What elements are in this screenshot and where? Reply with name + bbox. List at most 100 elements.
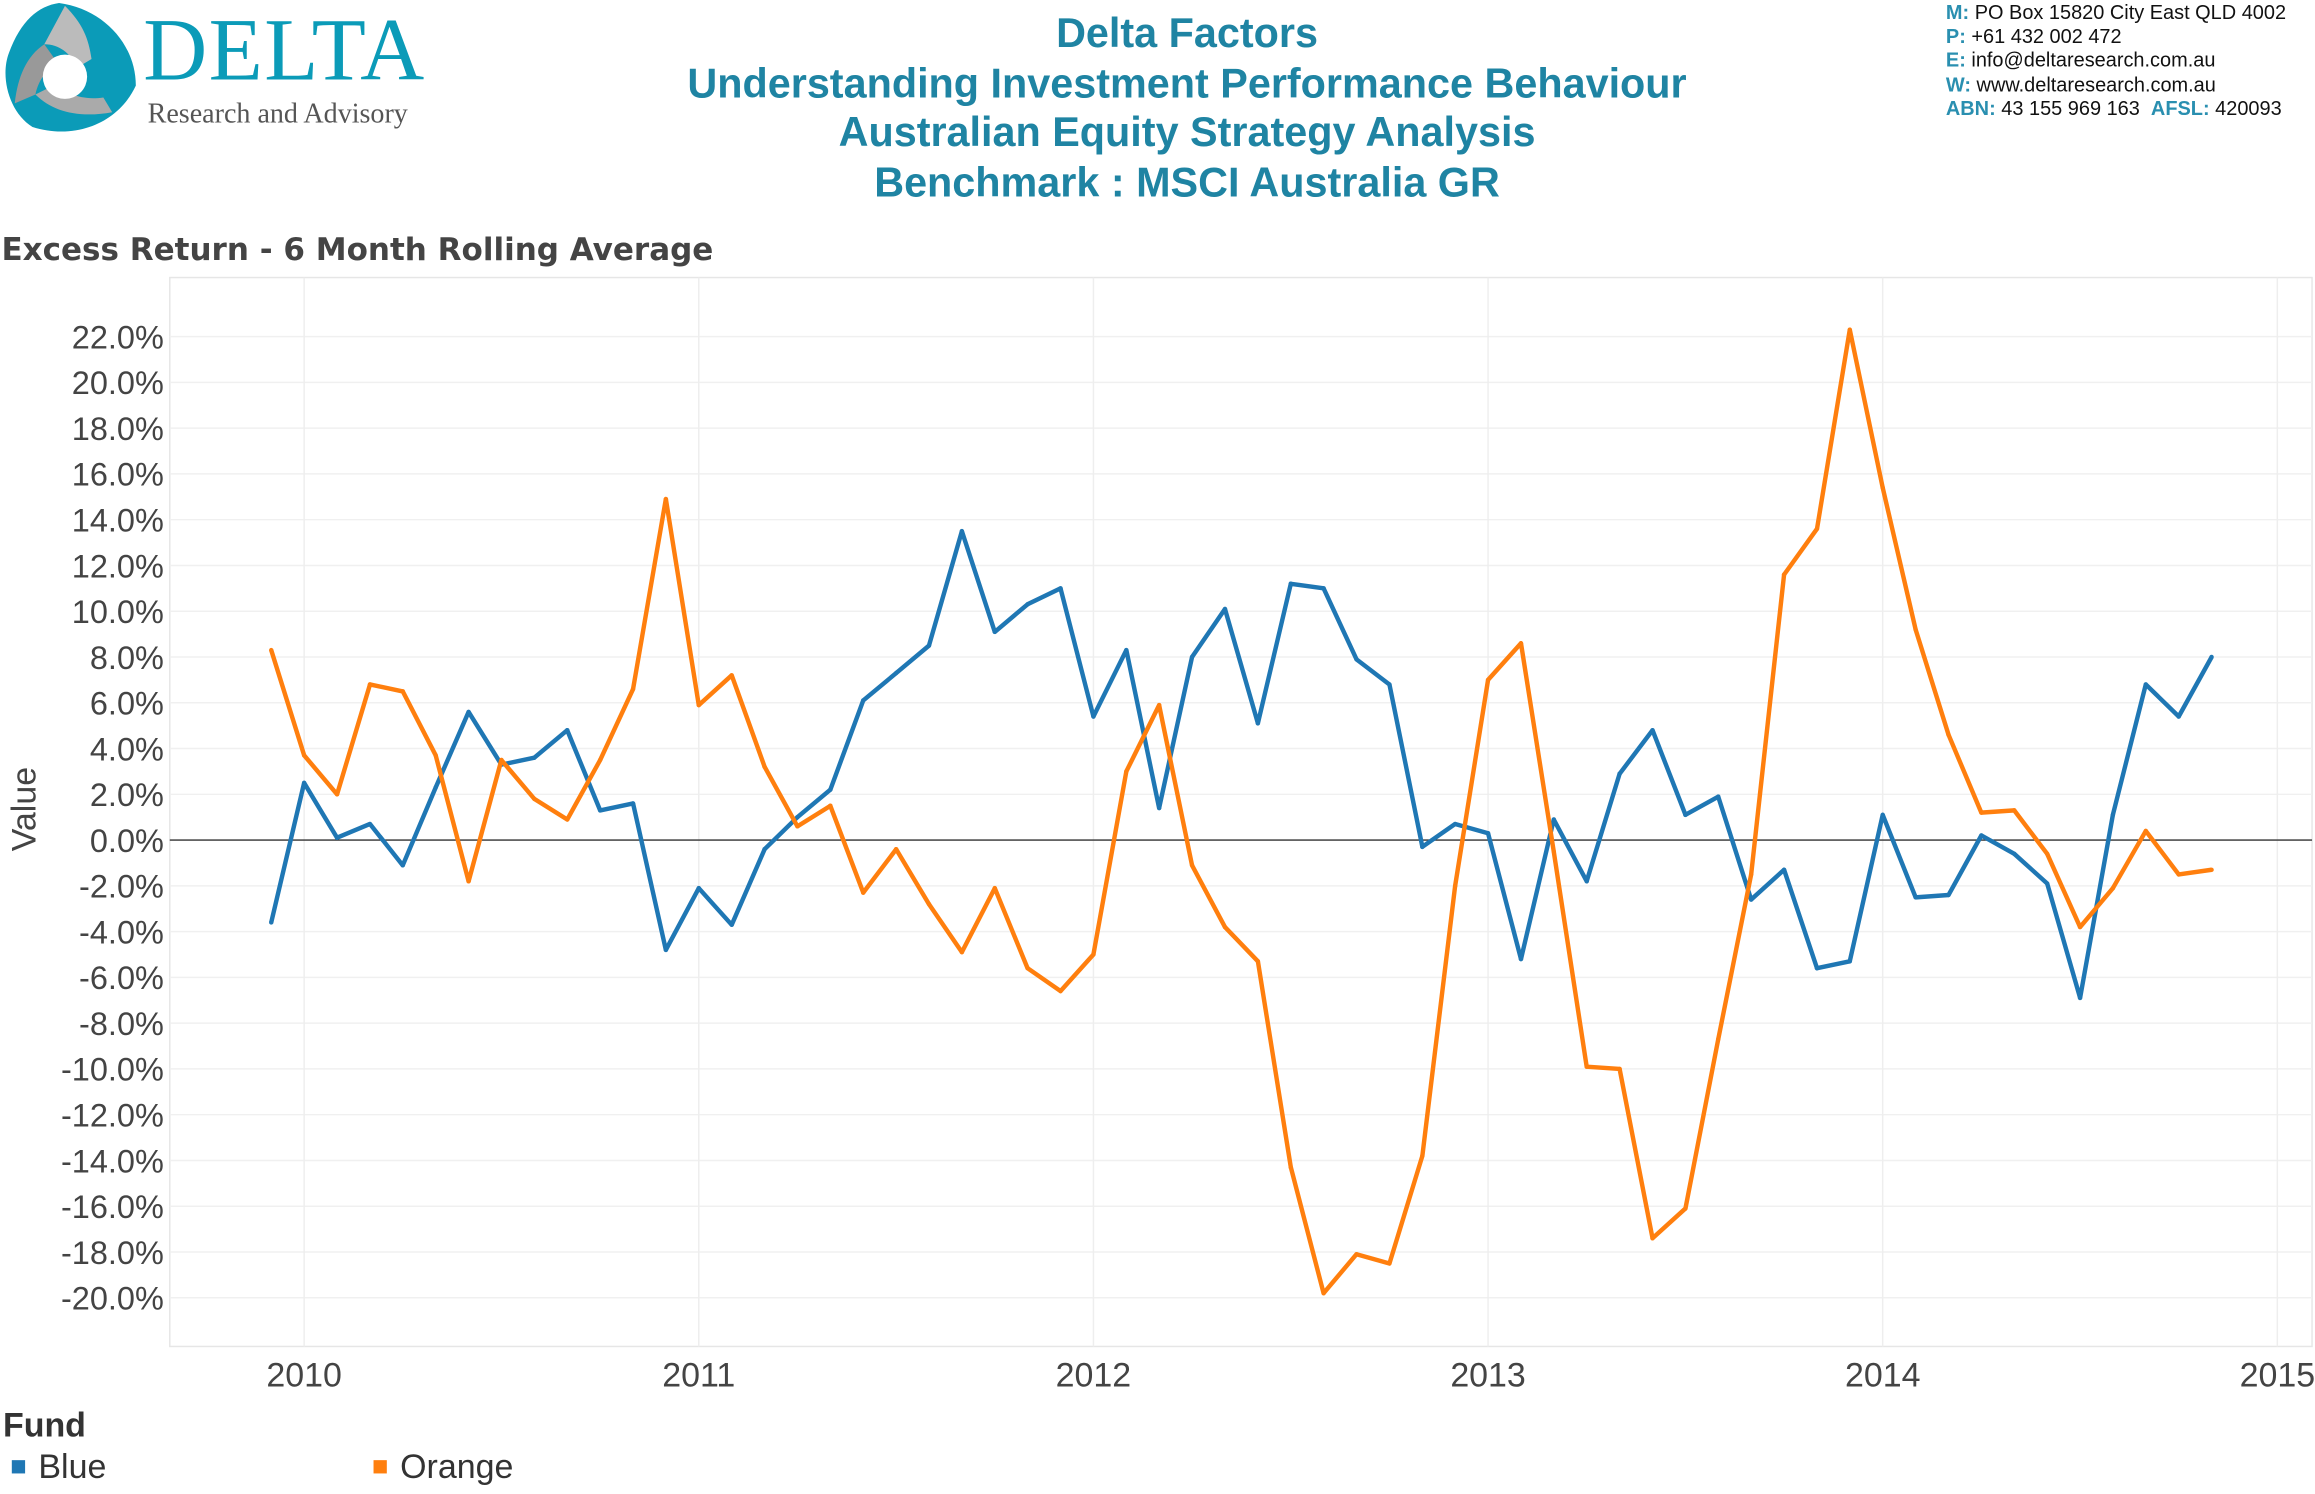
data-point-orange [1354,1252,1359,1257]
data-point-blue [1156,805,1162,811]
y-tick-label: 22.0% [72,319,164,355]
data-point-orange [663,496,669,502]
x-tick-label: 2015 [2240,1356,2315,1394]
data-point-blue [1748,897,1754,902]
data-point-orange [959,949,965,955]
data-point-orange [729,673,734,678]
chart-title: Excess Return - 6 Month Rolling Average [1,231,714,268]
data-point-blue [860,698,866,703]
data-point-blue [597,808,603,813]
y-tick-label: -10.0% [61,1052,164,1088]
data-point-blue [696,885,701,891]
phone-label: P: [1945,25,1966,48]
data-point-orange [762,764,767,770]
data-point-orange [1387,1261,1392,1266]
header-line-4: Benchmark : MSCI Australia GR [874,158,1500,205]
series-line-blue [269,528,2214,1001]
legend-item-orange[interactable]: Orange [373,1447,513,1485]
y-tick-label: -2.0% [79,869,164,905]
y-tick-label: -16.0% [61,1189,164,1225]
data-point-blue [1354,657,1359,662]
report-header: Delta Factors Understanding Investment P… [591,9,1784,207]
data-point-orange [1288,1165,1293,1170]
logo-wordmark: DELTA [143,1,426,99]
y-tick-label: -12.0% [61,1097,164,1133]
data-point-orange [2110,885,2116,891]
x-tick-label: 2012 [1056,1356,1132,1394]
data-point-orange [1781,572,1787,577]
data-point-blue [729,922,734,927]
data-point-blue [565,728,570,733]
data-point-orange [630,686,636,692]
data-point-blue [1847,959,1853,964]
data-point-blue [1222,606,1228,612]
website-link[interactable]: www.deltaresearch.com.au [1976,73,2216,96]
contact-block: M: PO Box 15820 City East QLD 4002 P: +6… [1946,1,2286,121]
data-point-orange [1124,769,1129,774]
y-tick-label: -4.0% [79,914,164,950]
email-address[interactable]: info@deltaresearch.com.au [1971,49,2216,72]
y-tick-label: 14.0% [72,503,164,539]
x-tick-label: 2010 [266,1356,342,1394]
data-point-blue [1979,833,1984,838]
legend-item-blue[interactable]: Blue [11,1447,106,1485]
web-label: W: [1945,73,1971,96]
data-point-orange [2176,872,2181,877]
data-point-orange [1420,1153,1425,1159]
email-label: E: [1945,49,1966,72]
data-point-blue [2209,654,2214,660]
data-point-blue [1716,794,1721,799]
data-point-orange [301,753,307,758]
data-point-blue [2077,995,2083,1001]
data-point-orange [2077,924,2083,930]
data-point-blue [2110,812,2116,818]
data-point-orange [1617,1066,1622,1072]
data-point-orange [992,885,997,891]
mail-label: M: [1945,1,1970,24]
data-point-orange [1518,641,1524,646]
y-tick-label: 16.0% [72,457,164,493]
data-point-orange [367,682,373,687]
data-point-orange [597,757,603,763]
data-point-blue [1058,586,1063,591]
data-point-blue [1091,714,1096,719]
data-point-orange [433,753,438,758]
data-point-orange [1880,485,1885,490]
data-point-orange [828,803,833,808]
header-line-1: Delta Factors [1056,10,1318,57]
data-point-orange [860,890,866,895]
data-point-orange [1716,1036,1721,1042]
data-point-blue [2012,851,2017,857]
series-line-orange [269,327,2212,1296]
data-point-blue [1946,892,1951,898]
data-point-blue [1551,817,1557,822]
data-point-orange [2209,867,2214,873]
data-point-blue [926,643,932,648]
data-point-orange [1189,863,1195,868]
data-point-orange [269,647,274,653]
y-tick-label: -8.0% [79,1006,164,1042]
data-point-blue [1321,586,1326,591]
delta-logo-icon [5,2,136,132]
data-point-orange [1091,952,1096,957]
legend-swatch-orange [373,1459,387,1473]
data-point-orange [1321,1290,1326,1296]
data-point-blue [828,787,833,792]
data-point-blue [1288,581,1293,586]
data-point-blue [1814,966,1820,971]
y-tick-label: 4.0% [90,731,164,767]
data-point-blue [2044,881,2050,886]
data-point-blue [893,670,899,676]
data-point-blue [400,863,406,868]
data-point-blue [1683,812,1688,818]
y-tick-label: -18.0% [61,1235,164,1271]
data-point-orange [565,817,570,822]
header-line-3: Australian Equity Strategy Analysis [838,109,1536,156]
data-point-orange [1584,1064,1589,1069]
data-point-blue [1189,654,1195,660]
y-tick-label: 18.0% [72,411,164,447]
data-point-orange [1058,988,1063,994]
y-tick-label: -14.0% [61,1143,164,1179]
y-tick-label: 6.0% [90,686,164,722]
